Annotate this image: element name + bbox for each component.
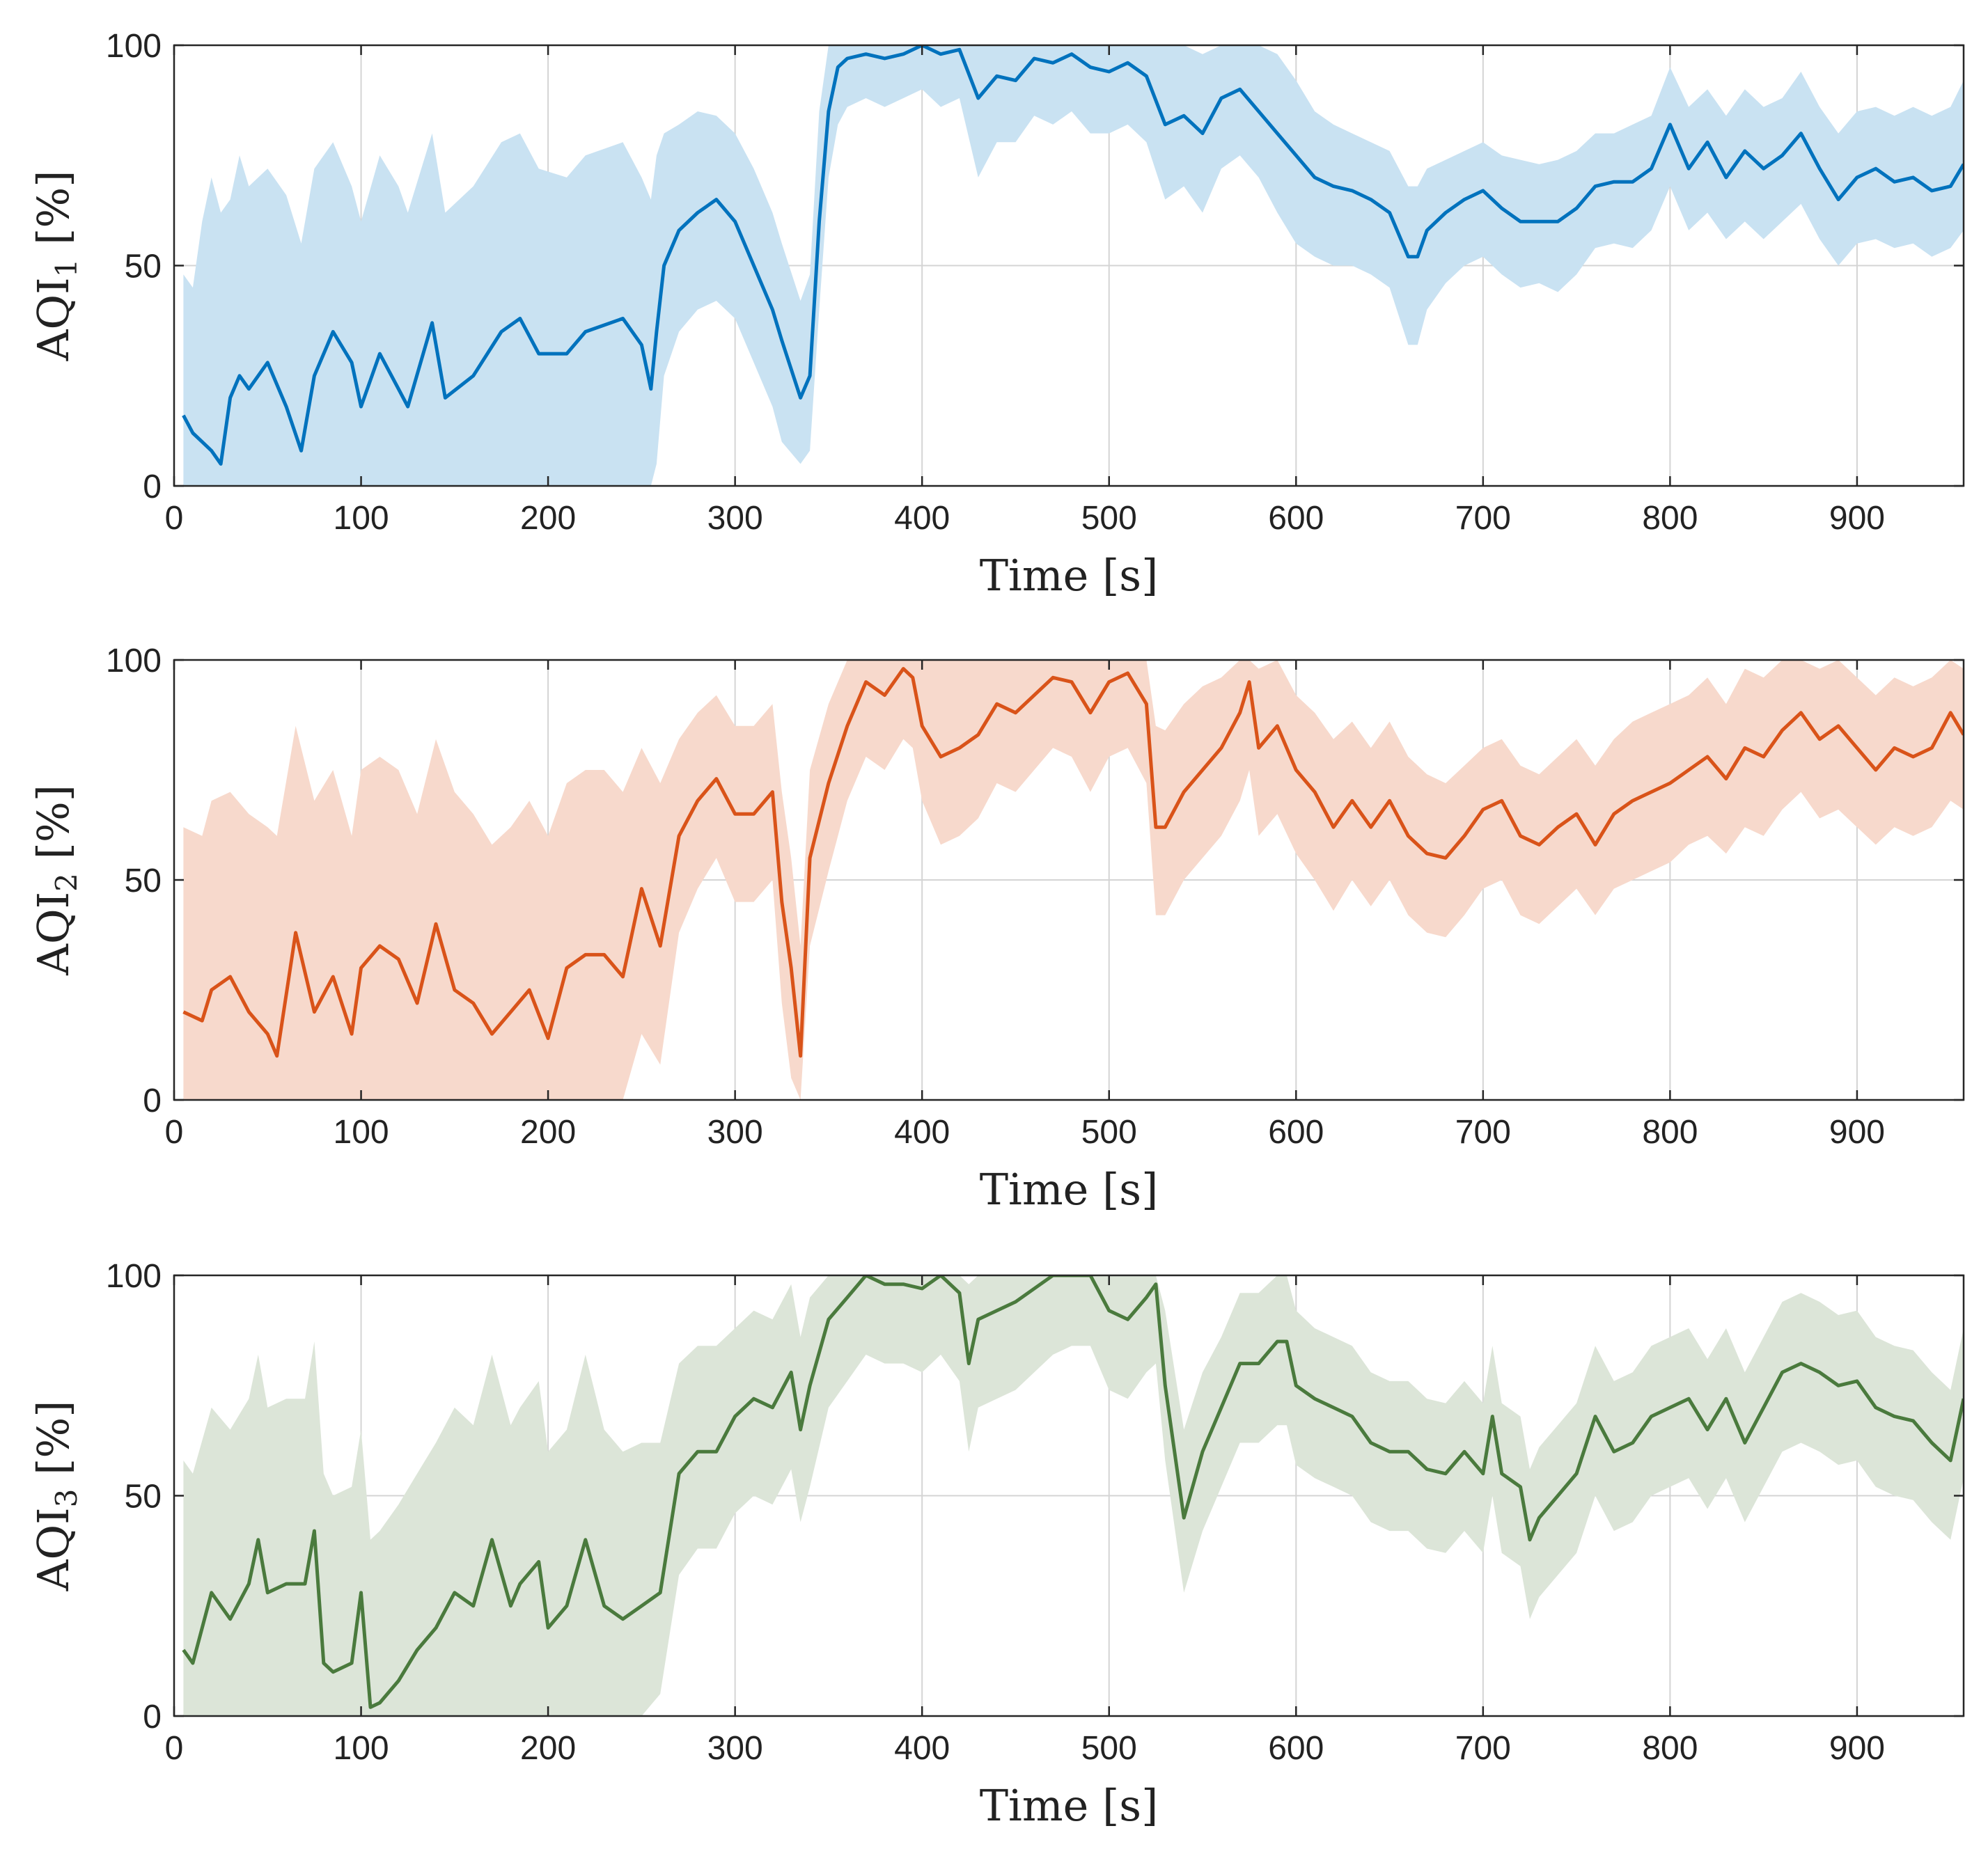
x-tick-label: 400: [894, 1730, 950, 1767]
y-tick-label: 50: [125, 863, 162, 899]
x-tick-label: 500: [1081, 1730, 1137, 1767]
x-tick-label: 900: [1829, 500, 1885, 537]
x-tick-label: 600: [1268, 1114, 1324, 1151]
series-line: [182, 1275, 1964, 1709]
x-tick-label: 900: [1829, 1730, 1885, 1767]
x-tick-label: 200: [520, 500, 576, 537]
y-tick-label: 0: [143, 1083, 162, 1119]
aqi-2-panel: 0 100 200 300 400 500 600 700 800 900 0 50 100 Time […: [28, 643, 1965, 1215]
series-line: [182, 667, 1964, 1058]
x-tick-label: 100: [334, 1114, 389, 1151]
y-tick-label: 0: [143, 469, 162, 505]
x-tick-label: 800: [1642, 1730, 1698, 1767]
x-tick-label: 400: [894, 1114, 950, 1151]
x-tick-label: 700: [1455, 1114, 1511, 1151]
confidence-band: [183, 1275, 1964, 1716]
x-tick-label: 900: [1829, 1114, 1885, 1151]
x-tick-label: 800: [1642, 1114, 1698, 1151]
x-tick-label: 0: [165, 1114, 184, 1151]
y-axis-label: AQI2 [%]: [28, 785, 84, 976]
x-tick-label: 400: [894, 500, 950, 537]
x-tick-label: 200: [520, 1730, 576, 1767]
x-tick-label: 100: [334, 1730, 389, 1767]
x-tick-label: 100: [334, 500, 389, 537]
x-tick-label: 200: [520, 1114, 576, 1151]
y-tick-label: 100: [106, 1258, 162, 1295]
series-line: [182, 45, 1964, 466]
y-tick-label: 0: [143, 1699, 162, 1736]
x-tick-label: 300: [707, 1114, 763, 1151]
x-tick-label: 300: [707, 500, 763, 537]
x-tick-label: 600: [1268, 500, 1324, 537]
y-axis-label: AQI1 [%]: [28, 171, 84, 362]
confidence-band: [183, 45, 1964, 486]
x-tick-label: 0: [165, 1730, 184, 1767]
x-axis-label: Time [s]: [980, 1164, 1159, 1215]
x-tick-label: 800: [1642, 500, 1698, 537]
y-tick-label: 50: [125, 1479, 162, 1516]
x-tick-label: 600: [1268, 1730, 1324, 1767]
x-axis-label: Time [s]: [980, 550, 1159, 601]
x-tick-label: 500: [1081, 1114, 1137, 1151]
y-tick-label: 100: [106, 28, 162, 65]
aqi-1-panel: 0 100 200 300 400 500 600 700 800 900 0 50 100 Time […: [28, 28, 1965, 601]
y-tick-label: 100: [106, 643, 162, 679]
confidence-band: [183, 660, 1964, 1100]
x-tick-label: 500: [1081, 500, 1137, 537]
x-tick-label: 700: [1455, 1730, 1511, 1767]
y-tick-label: 50: [125, 249, 162, 285]
y-axis-label: AQI3 [%]: [28, 1401, 84, 1592]
x-tick-label: 0: [165, 500, 184, 537]
aqi-3-panel: 0 100 200 300 400 500 600 700 800 900 0 50 100 Time […: [28, 1258, 1965, 1831]
x-tick-label: 300: [707, 1730, 763, 1767]
x-axis-label: Time [s]: [980, 1780, 1159, 1831]
x-tick-label: 700: [1455, 500, 1511, 537]
